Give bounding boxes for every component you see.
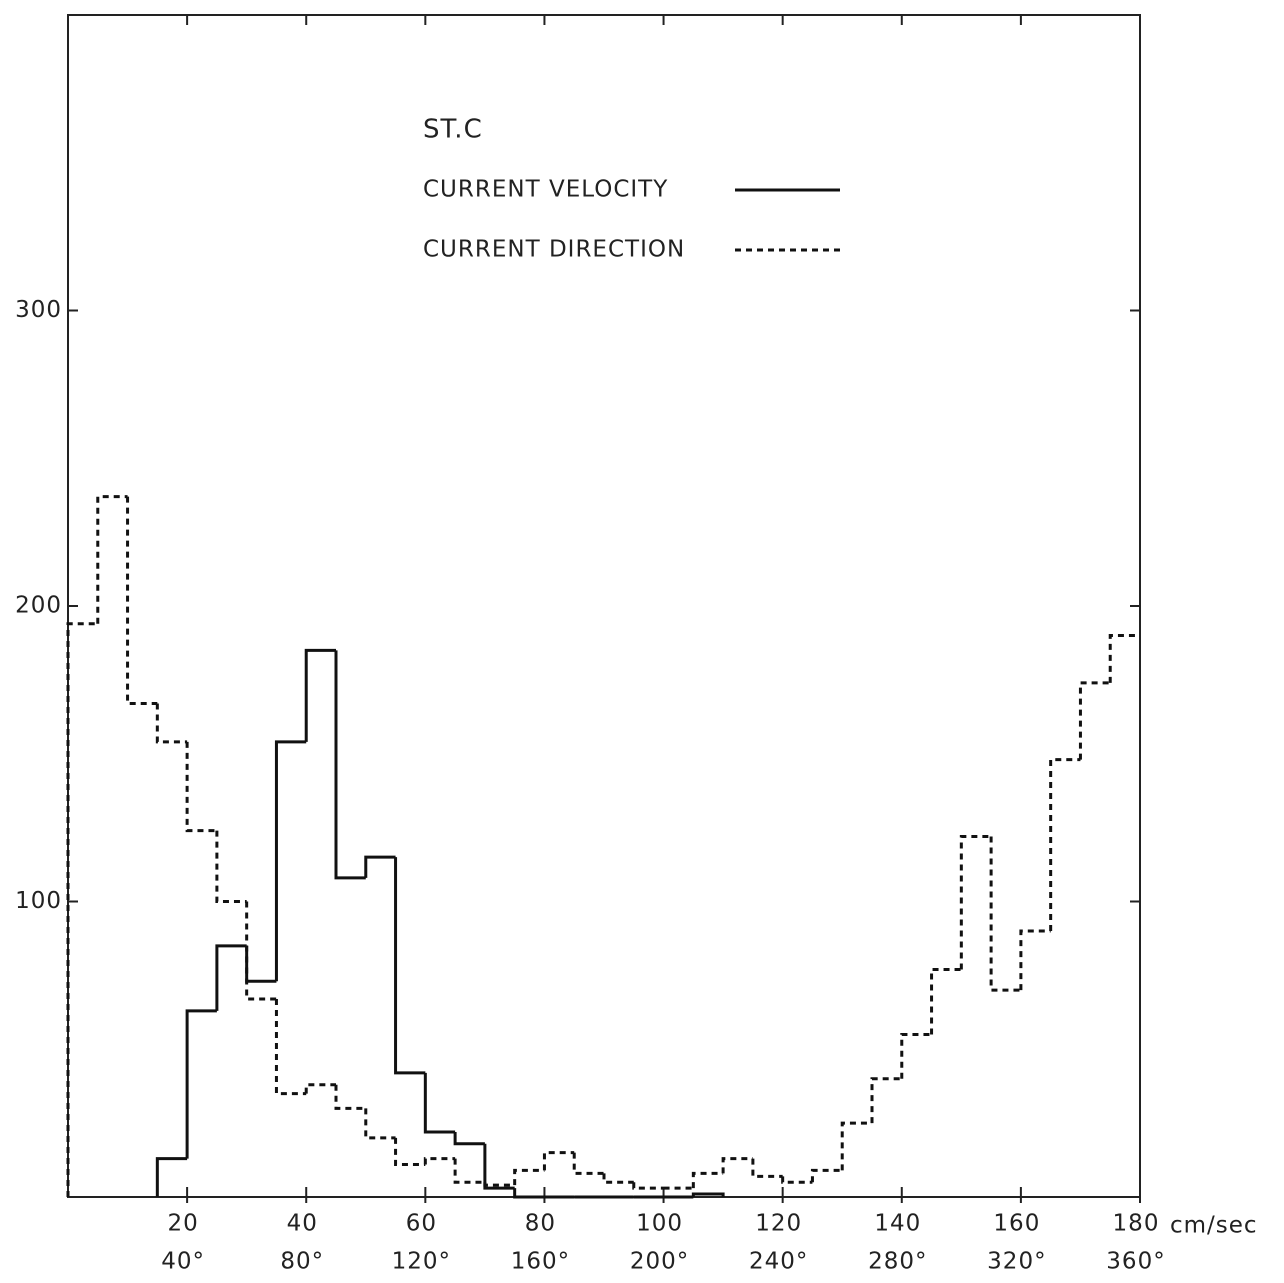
histogram-step: [691, 1192, 725, 1197]
histogram-step: [155, 703, 188, 744]
histogram-step: [394, 1137, 426, 1166]
histogram-step: [334, 1084, 366, 1110]
x2-tick-label: 160°: [511, 1249, 570, 1275]
x2-tick-label: 280°: [868, 1249, 927, 1275]
histogram-step: [721, 1157, 753, 1174]
histogram-step: [1078, 681, 1111, 760]
x-tick-label: 40: [287, 1211, 318, 1237]
histogram-step: [364, 855, 396, 878]
histogram-step: [810, 1168, 843, 1183]
histogram-step: [245, 901, 277, 1001]
histogram-step: [632, 1182, 664, 1190]
histogram-step: [542, 1151, 575, 1171]
histogram-step: [245, 945, 277, 983]
histogram-step: [453, 1131, 485, 1146]
histogram-step: [1108, 634, 1140, 683]
histogram-step: [423, 1072, 456, 1134]
x2-tick-label: 360°: [1106, 1249, 1165, 1275]
histogram-step: [126, 496, 158, 706]
histogram-step: [513, 1168, 545, 1186]
x-tick-label: 160: [993, 1211, 1040, 1237]
histogram-step: [155, 1157, 188, 1197]
x-tick-label: 100: [636, 1211, 683, 1237]
histogram-step: [483, 1182, 515, 1187]
histogram-step: [1019, 929, 1051, 991]
histogram-step: [215, 944, 247, 1011]
x2-tick-label: 120°: [392, 1249, 451, 1275]
histogram-step: [423, 1157, 456, 1165]
x2-tick-label: 80°: [280, 1249, 324, 1275]
histogram-step: [334, 650, 366, 880]
histogram-step: [274, 999, 307, 1096]
histogram-step: [483, 1143, 515, 1190]
y-tick-label: 200: [15, 593, 62, 619]
histogram-step: [572, 1152, 604, 1175]
histogram-step: [602, 1173, 634, 1184]
histogram-step: [513, 1188, 545, 1199]
histogram-step: [394, 857, 426, 1075]
histogram-step: [453, 1158, 485, 1184]
histogram-step: [781, 1176, 813, 1184]
histogram-step: [870, 1077, 902, 1124]
x2-tick-label: 320°: [987, 1249, 1046, 1275]
x2-tick-label: 40°: [161, 1249, 205, 1275]
x-tick-label: 80: [525, 1211, 556, 1237]
x2-tick-label: 200°: [630, 1249, 689, 1275]
histogram-step: [364, 1108, 396, 1140]
histogram-step: [959, 834, 992, 970]
histogram-step: [185, 1009, 217, 1159]
x-tick-label: 120: [755, 1211, 802, 1237]
chart-title: ST.C: [423, 115, 483, 145]
histogram-step: [900, 1032, 932, 1079]
histogram-step: [96, 495, 128, 624]
histogram-step: [989, 836, 1021, 992]
x-tick-label: 140: [874, 1211, 921, 1237]
histogram-step: [930, 967, 962, 1035]
histogram-step: [691, 1171, 724, 1189]
histogram-step: [304, 648, 336, 742]
x-tick-label: 60: [406, 1211, 437, 1237]
x-tick-label: 20: [167, 1211, 198, 1237]
histogram-step: [1049, 758, 1081, 932]
histogram-step: [215, 830, 247, 903]
histogram-step: [840, 1121, 872, 1171]
x-tick-label: 180: [1113, 1211, 1160, 1237]
legend-label: CURRENT VELOCITY: [423, 177, 668, 203]
x2-tick-label: 240°: [749, 1249, 808, 1275]
histogram-step: [304, 1083, 336, 1094]
y-tick-label: 300: [15, 297, 62, 323]
histogram-step: [751, 1158, 783, 1178]
legend-label: CURRENT DIRECTION: [423, 237, 685, 263]
y-tick-label: 100: [15, 888, 62, 914]
histogram-step: [66, 622, 98, 1197]
x-axis-label: cm/sec: [1170, 1213, 1258, 1239]
histogram-step: [185, 741, 217, 833]
histogram-step: [274, 740, 307, 982]
